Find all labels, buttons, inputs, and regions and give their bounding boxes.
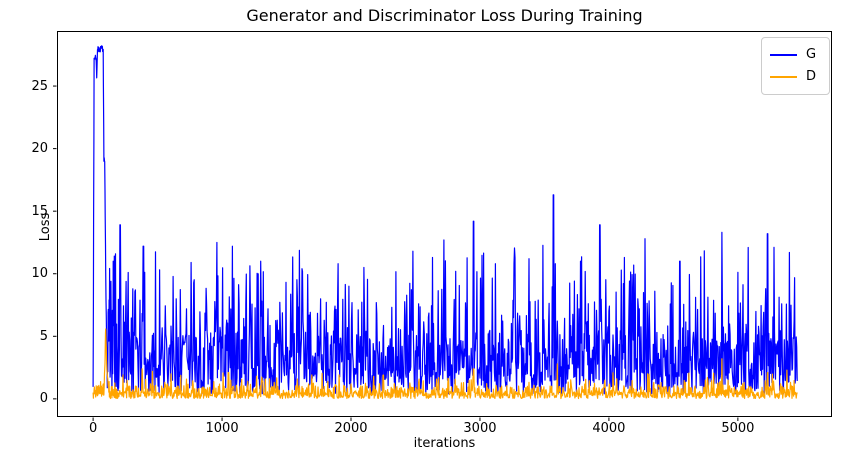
chart-title: Generator and Discriminator Loss During … <box>246 6 643 25</box>
legend: G D <box>761 37 830 95</box>
y-tick-label: 0 <box>39 391 48 407</box>
y-tick-label: 10 <box>31 266 48 282</box>
axes-spines <box>57 31 832 417</box>
series-lines <box>92 45 798 400</box>
legend-line-d-swatch <box>770 76 797 78</box>
y-tick-label: 25 <box>31 78 48 94</box>
x-axis-label: iterations <box>413 436 476 451</box>
series-line-g <box>92 45 798 395</box>
legend-label-d: D <box>806 69 817 84</box>
x-tick-label: 3000 <box>463 421 497 436</box>
tick-marks <box>53 85 739 421</box>
y-tick-label: 20 <box>31 141 48 157</box>
legend-entry-g: G <box>770 44 821 66</box>
legend-line-g-swatch <box>770 54 797 56</box>
legend-label-g: G <box>806 47 817 62</box>
x-tick-label: 0 <box>88 421 98 436</box>
legend-entry-d: D <box>770 66 821 88</box>
y-tick-label: 15 <box>31 203 48 219</box>
y-tick-label: 5 <box>39 328 48 344</box>
x-tick-label: 1000 <box>205 421 239 436</box>
x-tick-label: 2000 <box>334 421 368 436</box>
series-line-d <box>92 328 798 400</box>
x-tick-label: 5000 <box>721 421 755 436</box>
x-tick-label: 4000 <box>592 421 626 436</box>
